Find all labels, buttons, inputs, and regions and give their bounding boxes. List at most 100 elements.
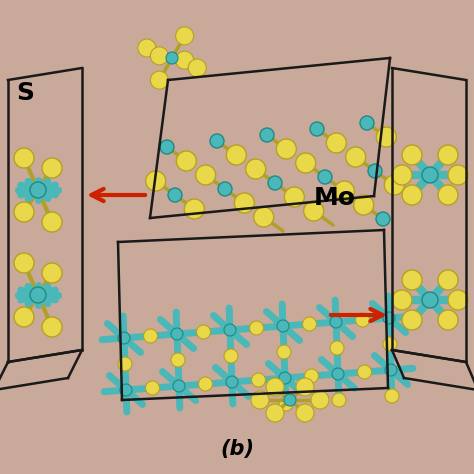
Circle shape	[14, 148, 34, 168]
Circle shape	[384, 175, 404, 195]
Circle shape	[346, 147, 365, 167]
Circle shape	[218, 182, 232, 196]
Circle shape	[438, 270, 458, 290]
Circle shape	[266, 404, 284, 422]
Circle shape	[171, 353, 185, 367]
Circle shape	[210, 134, 224, 148]
Circle shape	[368, 164, 382, 178]
Circle shape	[302, 317, 317, 331]
Circle shape	[268, 176, 282, 190]
Circle shape	[160, 140, 174, 154]
Circle shape	[296, 404, 314, 422]
Circle shape	[266, 378, 284, 396]
Circle shape	[14, 307, 34, 327]
Circle shape	[354, 195, 374, 215]
Circle shape	[14, 253, 34, 273]
Circle shape	[166, 52, 178, 64]
Circle shape	[42, 263, 62, 283]
Circle shape	[276, 139, 296, 159]
Circle shape	[146, 171, 166, 191]
Circle shape	[260, 128, 274, 142]
Circle shape	[150, 71, 168, 89]
Circle shape	[438, 185, 458, 205]
Circle shape	[277, 320, 289, 332]
Circle shape	[284, 394, 296, 406]
Circle shape	[146, 381, 159, 395]
Circle shape	[224, 324, 236, 336]
Circle shape	[326, 133, 346, 153]
Circle shape	[249, 321, 264, 335]
Circle shape	[252, 373, 265, 387]
Circle shape	[224, 349, 238, 363]
Circle shape	[254, 207, 273, 227]
Circle shape	[171, 328, 183, 340]
Circle shape	[311, 391, 329, 409]
Circle shape	[184, 199, 204, 219]
Circle shape	[168, 188, 182, 202]
Circle shape	[197, 325, 210, 339]
Circle shape	[118, 357, 132, 371]
Circle shape	[176, 151, 196, 171]
Circle shape	[150, 47, 168, 65]
Circle shape	[330, 316, 342, 328]
Circle shape	[438, 310, 458, 330]
Circle shape	[376, 212, 390, 226]
Circle shape	[357, 365, 372, 379]
Circle shape	[385, 389, 399, 403]
Circle shape	[360, 116, 374, 130]
Circle shape	[422, 167, 438, 183]
Circle shape	[175, 27, 193, 45]
Circle shape	[422, 292, 438, 308]
Circle shape	[448, 165, 468, 185]
Circle shape	[279, 372, 291, 384]
Circle shape	[385, 364, 397, 376]
Circle shape	[334, 181, 355, 201]
Circle shape	[234, 193, 255, 213]
Circle shape	[188, 59, 206, 77]
Circle shape	[392, 290, 412, 310]
Circle shape	[226, 145, 246, 165]
Text: Mo: Mo	[314, 186, 356, 210]
Text: (b): (b)	[220, 439, 254, 459]
Circle shape	[196, 165, 216, 185]
Circle shape	[14, 202, 34, 222]
Circle shape	[30, 287, 46, 303]
Circle shape	[120, 384, 132, 396]
Circle shape	[402, 185, 422, 205]
Circle shape	[376, 127, 396, 147]
Circle shape	[226, 376, 238, 388]
Circle shape	[318, 170, 332, 184]
Circle shape	[402, 145, 422, 165]
Text: S: S	[16, 81, 34, 105]
Circle shape	[30, 182, 46, 198]
Circle shape	[118, 332, 130, 344]
Circle shape	[251, 391, 269, 409]
Circle shape	[144, 329, 157, 343]
Circle shape	[284, 187, 304, 207]
Circle shape	[296, 153, 316, 173]
Circle shape	[199, 377, 212, 391]
Circle shape	[173, 380, 185, 392]
Circle shape	[138, 39, 156, 57]
Circle shape	[304, 369, 319, 383]
Circle shape	[383, 312, 395, 324]
Circle shape	[42, 212, 62, 232]
Circle shape	[438, 145, 458, 165]
Circle shape	[279, 397, 293, 411]
Circle shape	[402, 270, 422, 290]
Circle shape	[175, 51, 193, 69]
Circle shape	[402, 310, 422, 330]
Circle shape	[304, 201, 324, 221]
Circle shape	[356, 313, 370, 327]
Circle shape	[246, 159, 265, 179]
Circle shape	[42, 317, 62, 337]
Circle shape	[383, 337, 397, 351]
Circle shape	[332, 393, 346, 407]
Circle shape	[330, 341, 344, 355]
Circle shape	[296, 378, 314, 396]
Circle shape	[42, 158, 62, 178]
Circle shape	[277, 345, 291, 359]
Circle shape	[332, 368, 344, 380]
Circle shape	[392, 165, 412, 185]
Circle shape	[448, 290, 468, 310]
